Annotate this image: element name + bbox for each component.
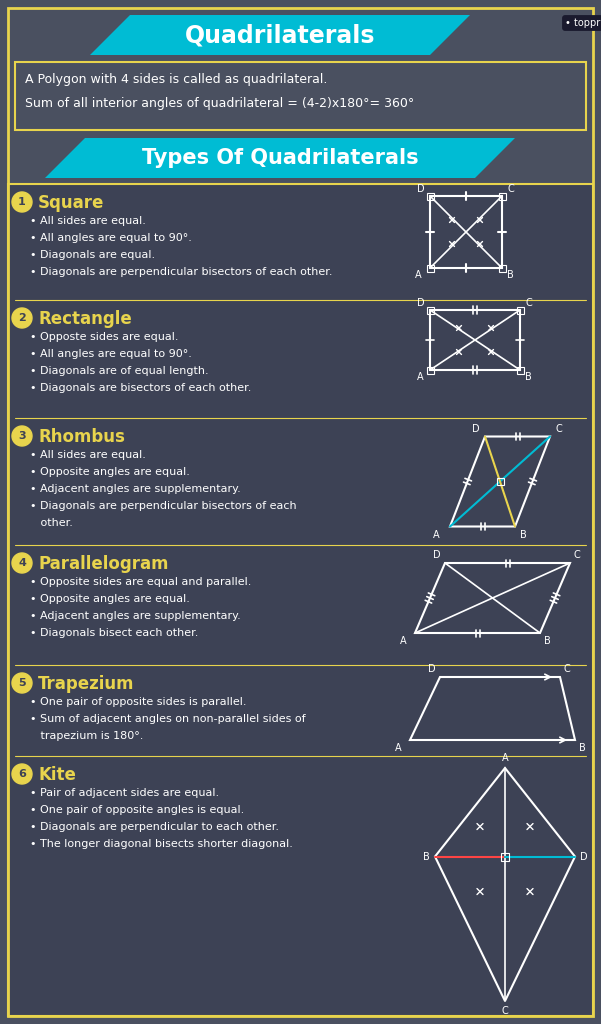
Text: A: A — [502, 753, 508, 763]
Text: B: B — [579, 743, 586, 753]
Text: • Adjacent angles are supplementary.: • Adjacent angles are supplementary. — [30, 611, 241, 621]
Text: D: D — [417, 298, 425, 308]
Text: • Opposite sides are equal and parallel.: • Opposite sides are equal and parallel. — [30, 577, 251, 587]
Text: • The longer diagonal bisects shorter diagonal.: • The longer diagonal bisects shorter di… — [30, 839, 293, 849]
Text: D: D — [433, 550, 441, 560]
Text: Kite: Kite — [38, 766, 76, 784]
Text: A: A — [416, 372, 423, 382]
Text: Trapezium: Trapezium — [38, 675, 135, 693]
Text: D: D — [429, 664, 436, 674]
Text: trapezium is 180°.: trapezium is 180°. — [30, 731, 144, 741]
Text: B: B — [544, 636, 551, 646]
Text: C: C — [555, 424, 562, 433]
Text: 4: 4 — [18, 558, 26, 568]
Text: C: C — [574, 550, 581, 560]
Text: • Diagonals bisect each other.: • Diagonals bisect each other. — [30, 628, 198, 638]
Text: Types Of Quadrilaterals: Types Of Quadrilaterals — [142, 148, 418, 168]
Text: • Adjacent angles are supplementary.: • Adjacent angles are supplementary. — [30, 484, 241, 494]
Text: 3: 3 — [18, 431, 26, 441]
Text: A: A — [415, 270, 421, 280]
Text: B: B — [423, 852, 430, 861]
Text: • Opposte sides are equal.: • Opposte sides are equal. — [30, 332, 178, 342]
Text: • Diagonals are perpendicular to each other.: • Diagonals are perpendicular to each ot… — [30, 822, 279, 831]
Text: C: C — [525, 298, 532, 308]
Text: C: C — [564, 664, 571, 674]
Text: • Diagonals are perpendicular bisectors of each other.: • Diagonals are perpendicular bisectors … — [30, 267, 332, 278]
Text: A Polygon with 4 sides is called as quadrilateral.: A Polygon with 4 sides is called as quad… — [25, 73, 328, 86]
Text: • Pair of adjacent sides are equal.: • Pair of adjacent sides are equal. — [30, 788, 219, 798]
Text: • toppr: • toppr — [565, 18, 600, 28]
Text: • Opposite angles are equal.: • Opposite angles are equal. — [30, 467, 190, 477]
Text: D: D — [472, 424, 480, 433]
Text: 6: 6 — [18, 769, 26, 779]
Text: B: B — [525, 372, 532, 382]
Text: Rectangle: Rectangle — [38, 310, 132, 328]
Circle shape — [12, 426, 32, 446]
Polygon shape — [8, 184, 593, 1016]
Text: B: B — [520, 529, 526, 540]
Text: C: C — [502, 1006, 508, 1016]
Text: • All angles are equal to 90°.: • All angles are equal to 90°. — [30, 349, 192, 359]
Polygon shape — [90, 15, 470, 55]
Text: • One pair of opposite sides is parallel.: • One pair of opposite sides is parallel… — [30, 697, 246, 707]
Text: D: D — [417, 184, 425, 194]
Circle shape — [12, 308, 32, 328]
Circle shape — [12, 553, 32, 573]
Text: 1: 1 — [18, 197, 26, 207]
Text: A: A — [400, 636, 407, 646]
Circle shape — [12, 673, 32, 693]
Text: • Diagonals are equal.: • Diagonals are equal. — [30, 250, 155, 260]
Text: A: A — [395, 743, 402, 753]
Text: Parallelogram: Parallelogram — [38, 555, 168, 573]
Text: A: A — [433, 529, 440, 540]
Text: • Diagonals are perpendicular bisectors of each: • Diagonals are perpendicular bisectors … — [30, 501, 297, 511]
Text: • One pair of opposite angles is equal.: • One pair of opposite angles is equal. — [30, 805, 244, 815]
Polygon shape — [45, 138, 515, 178]
Text: • All sides are equal.: • All sides are equal. — [30, 216, 146, 226]
Text: • All angles are equal to 90°.: • All angles are equal to 90°. — [30, 233, 192, 243]
Text: C: C — [507, 184, 514, 194]
Text: Sum of all interior angles of quadrilateral = (4-2)x180°= 360°: Sum of all interior angles of quadrilate… — [25, 97, 414, 110]
Circle shape — [12, 764, 32, 784]
Text: Quadrilaterals: Quadrilaterals — [185, 23, 375, 47]
Text: B: B — [507, 270, 514, 280]
Text: • Opposite angles are equal.: • Opposite angles are equal. — [30, 594, 190, 604]
Text: 2: 2 — [18, 313, 26, 323]
Text: 5: 5 — [18, 678, 26, 688]
Text: Rhombus: Rhombus — [38, 428, 125, 446]
Text: Square: Square — [38, 194, 105, 212]
Circle shape — [12, 193, 32, 212]
Text: • Diagonals are bisectors of each other.: • Diagonals are bisectors of each other. — [30, 383, 251, 393]
Text: D: D — [580, 852, 588, 861]
Text: other.: other. — [30, 518, 73, 528]
Text: • Sum of adjacent angles on non-parallel sides of: • Sum of adjacent angles on non-parallel… — [30, 714, 306, 724]
Text: • Diagonals are of equal length.: • Diagonals are of equal length. — [30, 366, 209, 376]
Text: • All sides are equal.: • All sides are equal. — [30, 450, 146, 460]
